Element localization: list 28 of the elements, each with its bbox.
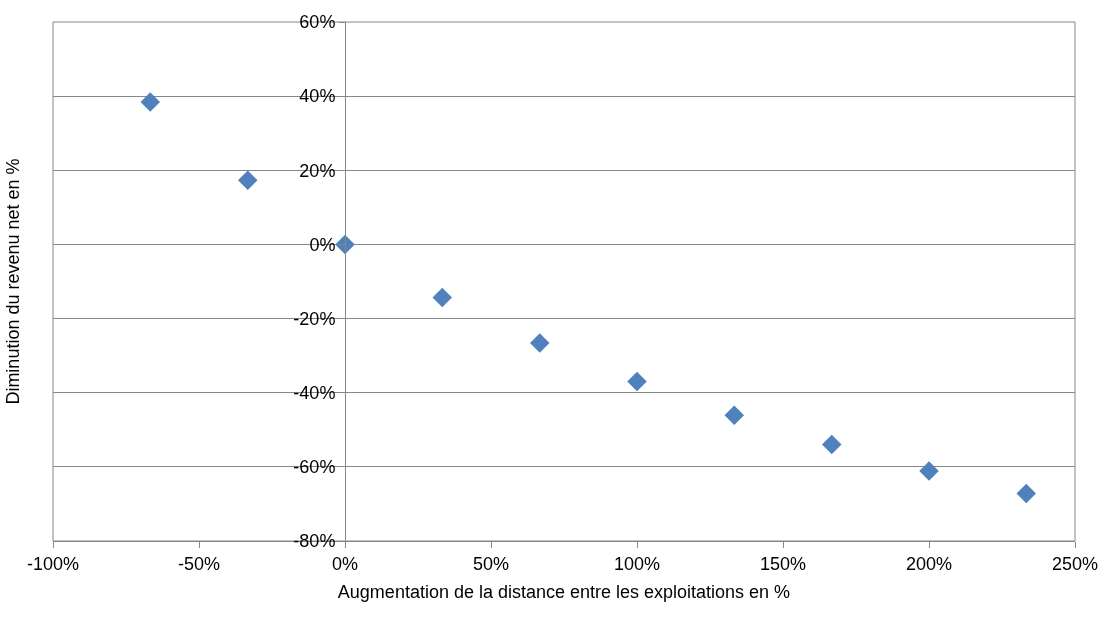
y-tick-label: -40% xyxy=(293,383,336,404)
x-tick-label: 0% xyxy=(331,553,359,574)
x-axis-title: Augmentation de la distance entre les exploitations en % xyxy=(337,581,791,602)
y-tick-label: 60% xyxy=(299,12,336,33)
point xyxy=(1016,483,1036,504)
point xyxy=(140,92,160,112)
x-tick-label: -50% xyxy=(177,553,221,574)
x-tick-label: -100% xyxy=(26,553,80,574)
y-tick-label: -80% xyxy=(293,531,336,552)
x-tick-label: 50% xyxy=(472,553,510,574)
y-axis-title: Diminution du revenu net en % xyxy=(2,158,23,405)
point xyxy=(822,434,842,455)
y-tick-label: 0% xyxy=(309,234,336,255)
point xyxy=(238,170,258,191)
point xyxy=(530,333,550,353)
point xyxy=(627,371,647,392)
point xyxy=(335,234,355,255)
y-tick-label: -60% xyxy=(293,457,336,478)
x-tick-label: 100% xyxy=(613,553,661,574)
x-tick-label: 200% xyxy=(905,553,953,574)
point xyxy=(919,461,939,481)
point xyxy=(432,287,452,308)
x-tick-label: 150% xyxy=(759,553,807,574)
x-tick-label: 250% xyxy=(1051,553,1099,574)
y-tick-label: 20% xyxy=(299,160,336,181)
y-tick-label: -20% xyxy=(293,308,336,329)
y-tick-label: 40% xyxy=(299,86,336,107)
point xyxy=(724,405,744,426)
